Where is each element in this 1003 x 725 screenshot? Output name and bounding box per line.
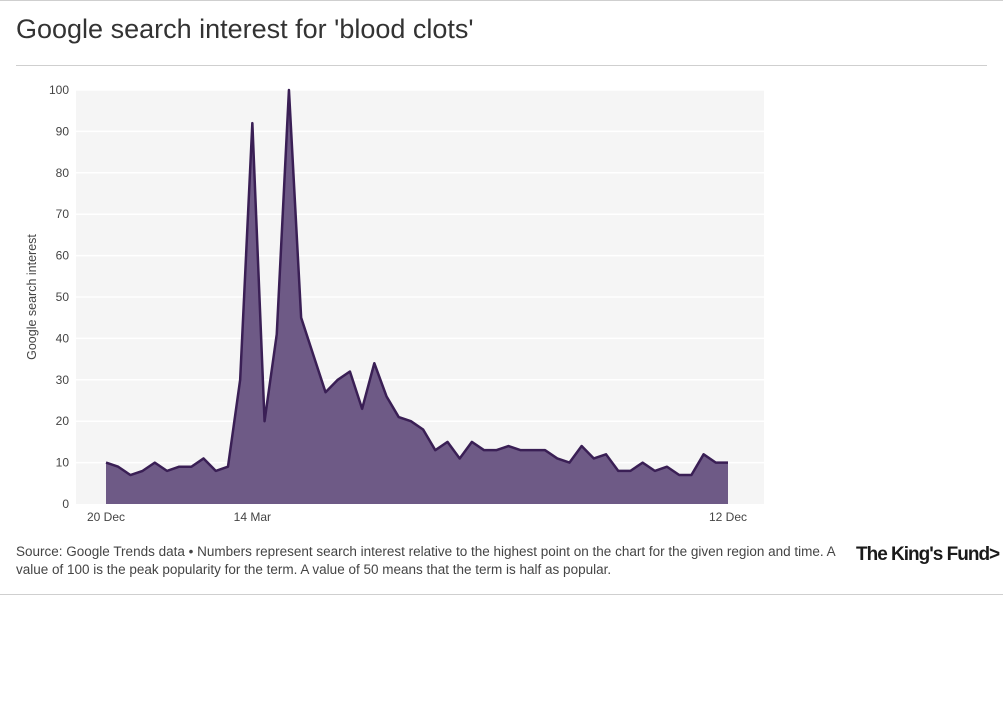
source-note: Source: Google Trends data • Numbers rep… — [16, 544, 835, 577]
y-tick-label: 50 — [56, 290, 70, 304]
page-title: Google search interest for 'blood clots' — [16, 14, 474, 44]
y-tick-label: 60 — [56, 249, 70, 263]
y-axis-label: Google search interest — [25, 234, 39, 360]
y-axis-ticks: 0 10 20 30 40 50 60 70 80 90 100 — [49, 83, 69, 511]
gridlines — [76, 89, 764, 464]
brand-logo: The King's Fund> — [856, 544, 1000, 565]
x-tick-label: 12 Dec — [709, 510, 747, 524]
x-tick-label: 20 Dec — [87, 510, 125, 524]
x-axis-ticks: 20 Dec 14 Mar 12 Dec — [87, 510, 747, 524]
y-tick-label: 70 — [56, 207, 70, 221]
x-tick-label: 14 Mar — [234, 510, 271, 524]
y-tick-label: 40 — [56, 331, 70, 345]
bottom-rule — [0, 594, 1003, 595]
y-tick-label: 10 — [56, 456, 70, 470]
y-tick-label: 0 — [62, 497, 69, 511]
top-rule — [0, 0, 1003, 1]
area-chart: 0 10 20 30 40 50 60 70 80 90 100 20 Dec 14 Mar 12 De… — [25, 83, 764, 524]
y-tick-label: 90 — [56, 124, 70, 138]
series-line — [105, 88, 728, 477]
title-divider — [16, 65, 987, 66]
y-tick-label: 100 — [49, 83, 69, 97]
y-tick-label: 80 — [56, 166, 70, 180]
y-tick-label: 20 — [56, 414, 70, 428]
series-area — [106, 90, 728, 504]
y-tick-label: 30 — [56, 373, 70, 387]
